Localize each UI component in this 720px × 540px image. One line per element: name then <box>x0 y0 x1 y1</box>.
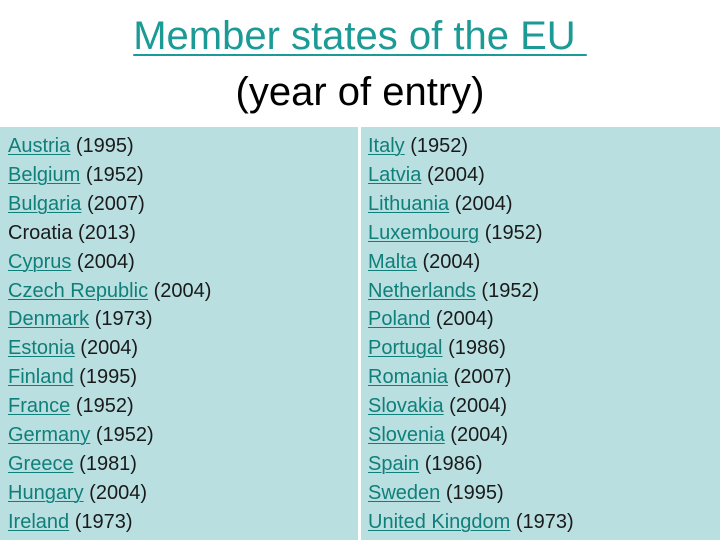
entry-year: (1973) <box>94 308 153 331</box>
entry-year: (1973) <box>74 510 133 533</box>
country-link[interactable]: Italy <box>368 135 405 157</box>
country-link[interactable]: Belgium <box>8 163 81 186</box>
entry-year: (1952) <box>95 424 154 447</box>
entry-year: (2004) <box>80 337 139 360</box>
country-list-item: Germany (1952) <box>8 421 358 450</box>
country-list-item: Luxembourg (1952) <box>368 219 720 248</box>
entry-year: (2004) <box>89 481 147 504</box>
entry-year: (2004) <box>153 279 212 302</box>
left-country-panel: Austria (1995) Belgium (1952) Bulgaria (20… <box>0 127 358 540</box>
country-link[interactable]: United Kingdom <box>368 510 511 533</box>
entry-year: (2013) <box>78 221 136 244</box>
country-list-item: France (1952) <box>8 392 358 421</box>
country-list-item: Greece (1981) <box>8 450 358 479</box>
entry-year: (1952) <box>410 135 469 157</box>
country-list-item: Belgium (1952) <box>8 161 358 190</box>
country-list-item: Estonia (2004) <box>8 334 358 363</box>
entry-year: (2004) <box>76 250 135 273</box>
entry-year: (1995) <box>75 135 134 157</box>
entry-year: (1952) <box>75 395 134 418</box>
entry-year: (1986) <box>448 337 506 360</box>
entry-year: (1995) <box>79 366 137 389</box>
country-link[interactable]: Denmark <box>8 308 90 331</box>
country-list-item: Hungary (2004) <box>8 479 358 508</box>
country-link[interactable]: Slovenia <box>368 424 445 447</box>
country-list-item: Spain (1986) <box>368 450 720 479</box>
right-country-panel: Italy (1952) Latvia (2004) Lithuania (2004… <box>361 127 720 540</box>
country-link[interactable]: France <box>8 395 71 418</box>
country-list-item: Poland (2004) <box>368 305 720 334</box>
title-main: Member states of the EU <box>133 14 587 58</box>
country-link[interactable]: Greece <box>8 452 74 475</box>
entry-year: (2007) <box>86 192 145 215</box>
country-list-item: Cyprus (2004) <box>8 248 358 277</box>
country-link[interactable]: Luxembourg <box>368 221 480 244</box>
right-country-list: Italy (1952) Latvia (2004) Lithuania (2004… <box>361 127 720 537</box>
country-link[interactable]: Sweden <box>368 481 441 504</box>
country-list-item: Czech Republic (2004) <box>8 277 358 306</box>
country-list-item: Croatia (2013) <box>8 219 358 248</box>
country-list-item: United Kingdom (1973) <box>368 508 720 537</box>
country-list-item: Slovakia (2004) <box>368 392 720 421</box>
entry-year: (2007) <box>453 366 512 389</box>
entry-year: (2004) <box>454 192 513 215</box>
country-list-item: Romania (2007) <box>368 363 720 392</box>
title-subtitle: (year of entry) <box>235 70 485 114</box>
country-link[interactable]: Hungary <box>8 481 84 504</box>
entry-year: (2004) <box>450 424 509 447</box>
entry-year: (1973) <box>515 510 574 533</box>
country-link[interactable]: Cyprus <box>8 250 72 273</box>
entry-year: (2004) <box>426 163 485 186</box>
entry-year: (1952) <box>85 163 144 186</box>
country-link[interactable]: Netherlands <box>368 279 476 302</box>
country-list-item: Finland (1995) <box>8 363 358 392</box>
country-list-item: Lithuania (2004) <box>368 190 720 219</box>
country-list-item: Italy (1952) <box>368 132 720 161</box>
country-list-item: Slovenia (2004) <box>368 421 720 450</box>
entry-year: (1952) <box>484 221 543 244</box>
country-link[interactable]: Spain <box>368 452 420 475</box>
country-link[interactable]: Estonia <box>8 337 75 360</box>
country-list-item: Austria (1995) <box>8 132 358 161</box>
country-list-item: Sweden (1995) <box>368 479 720 508</box>
country-link[interactable]: Romania <box>368 366 449 389</box>
country-link[interactable]: Lithuania <box>368 192 450 215</box>
country-link[interactable]: Finland <box>8 366 74 389</box>
entry-year: (2004) <box>435 308 494 331</box>
entry-year: (1981) <box>79 452 137 475</box>
entry-year: (1952) <box>481 279 540 302</box>
country-list-item: Portugal (1986) <box>368 334 720 363</box>
country-link: Croatia <box>8 221 73 244</box>
country-list-item: Netherlands (1952) <box>368 277 720 306</box>
country-link[interactable]: Czech Republic <box>8 279 149 302</box>
country-link[interactable]: Slovakia <box>368 395 444 418</box>
country-list-item: Malta (2004) <box>368 248 720 277</box>
left-country-list: Austria (1995) Belgium (1952) Bulgaria (20… <box>0 127 358 537</box>
country-list-item: Latvia (2004) <box>368 161 720 190</box>
entry-year: (1995) <box>445 481 504 504</box>
country-link[interactable]: Malta <box>368 250 417 273</box>
country-link[interactable]: Poland <box>368 308 431 331</box>
slide-title: Member states of the EU (year of entry) <box>0 10 720 118</box>
country-link[interactable]: Latvia <box>368 163 422 186</box>
entry-year: (1986) <box>424 452 483 475</box>
country-link[interactable]: Portugal <box>368 337 443 360</box>
entry-year: (2004) <box>449 395 507 418</box>
country-link[interactable]: Germany <box>8 424 91 447</box>
country-link[interactable]: Austria <box>8 135 71 157</box>
entry-year: (2004) <box>422 250 481 273</box>
country-link[interactable]: Ireland <box>8 510 70 533</box>
country-link[interactable]: Bulgaria <box>8 192 82 215</box>
country-list-item: Bulgaria (2007) <box>8 190 358 219</box>
country-list-item: Ireland (1973) <box>8 508 358 537</box>
country-list-item: Denmark (1973) <box>8 305 358 334</box>
